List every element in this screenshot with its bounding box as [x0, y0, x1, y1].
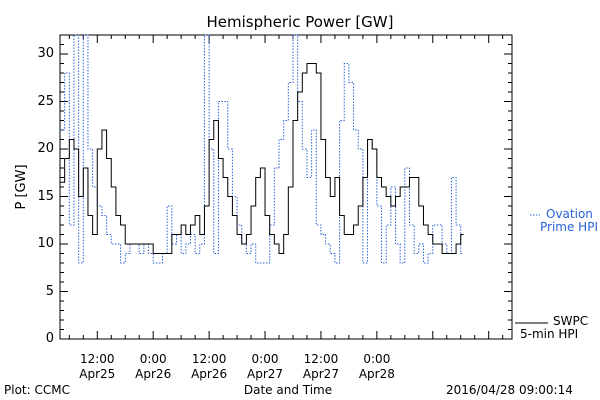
timestamp: 2016/04/28 09:00:14	[446, 383, 573, 397]
y-tick-label: 25	[37, 93, 54, 109]
x-tick-label-time: 12:00	[79, 352, 115, 366]
x-tick-label-date: Apr26	[135, 367, 172, 381]
x-tick-label-time: 12:00	[303, 352, 339, 366]
series-layer	[60, 34, 464, 264]
chart-title: Hemispheric Power [GW]	[206, 13, 394, 31]
y-tick-label: 0	[45, 331, 54, 346]
plot-frame	[59, 34, 513, 340]
legend-ovation-label-2: Prime HPI	[540, 220, 598, 234]
legend-swpc-label-2: 5-min HPI	[520, 327, 579, 341]
x-tick-label-time: 0:00	[139, 352, 167, 366]
x-axis-ticks	[68, 35, 504, 339]
legend-swpc-label: SWPC	[553, 314, 589, 328]
plot-credit: Plot: CCMC	[4, 383, 70, 397]
y-axis-label: P [GW]	[14, 164, 29, 210]
x-tick-label-time: 0:00	[363, 352, 391, 366]
legend-ovation-label: Ovation	[546, 207, 593, 221]
y-tick-label: 20	[37, 141, 54, 156]
y-tick-label: 5	[45, 283, 54, 299]
x-tick-label-time: 0:00	[251, 352, 279, 366]
x-tick-label-date: Apr27	[247, 367, 284, 381]
y-tick-label: 15	[37, 188, 54, 204]
series-swpc-line	[60, 63, 464, 254]
y-tick-label: 30	[37, 46, 54, 61]
y-tick-label: 10	[37, 236, 54, 251]
x-tick-label-date: Apr27	[302, 367, 339, 381]
legend-lines	[515, 214, 548, 324]
x-tick-label-date: Apr25	[79, 367, 116, 381]
x-axis-label: Date and Time	[243, 383, 333, 397]
x-tick-label-date: Apr28	[358, 367, 395, 381]
series-ovation-line	[60, 34, 464, 264]
x-tick-label-date: Apr26	[191, 367, 228, 381]
x-tick-label-time: 12:00	[191, 352, 227, 366]
y-axis-ticks	[60, 34, 512, 340]
